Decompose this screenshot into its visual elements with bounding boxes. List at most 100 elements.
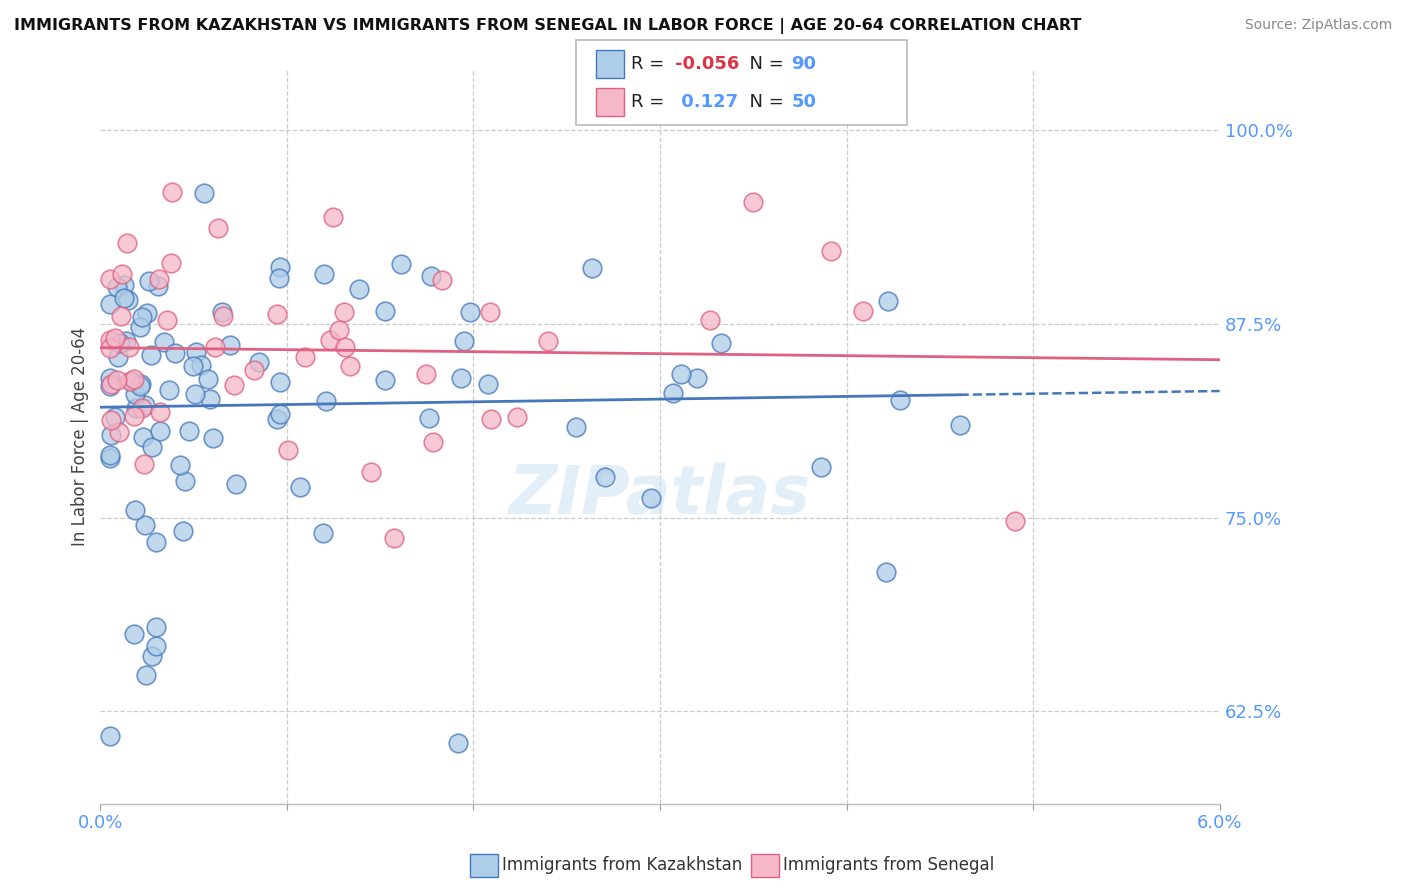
Point	[115, 235, 138, 250]
Point	[662, 386, 685, 401]
Point	[107, 350, 129, 364]
Point	[458, 305, 481, 319]
Point	[360, 465, 382, 479]
Point	[742, 194, 765, 209]
Point	[479, 412, 502, 426]
Point	[172, 524, 194, 538]
Point	[389, 258, 412, 272]
Point	[108, 336, 131, 351]
Point	[640, 491, 662, 505]
Point	[174, 474, 197, 488]
Point	[98, 297, 121, 311]
Text: 90: 90	[792, 55, 817, 73]
Point	[146, 279, 169, 293]
Point	[415, 367, 437, 381]
Point	[249, 354, 271, 368]
Point	[157, 383, 180, 397]
Point	[145, 535, 167, 549]
Point	[141, 649, 163, 664]
Point	[124, 387, 146, 401]
Point	[181, 359, 204, 374]
Point	[179, 424, 201, 438]
Point	[98, 448, 121, 462]
Point	[125, 401, 148, 415]
Point	[118, 340, 141, 354]
Text: N =: N =	[738, 55, 790, 73]
Point	[107, 373, 129, 387]
Point	[277, 443, 299, 458]
Point	[134, 517, 156, 532]
Point	[219, 338, 242, 352]
Text: IMMIGRANTS FROM KAZAKHSTAN VS IMMIGRANTS FROM SENEGAL IN LABOR FORCE | AGE 20-64: IMMIGRANTS FROM KAZAKHSTAN VS IMMIGRANTS…	[14, 18, 1081, 34]
Point	[420, 269, 443, 284]
Point	[710, 335, 733, 350]
Point	[374, 373, 396, 387]
Point	[104, 409, 127, 424]
Point	[335, 340, 357, 354]
Point	[148, 272, 170, 286]
Text: R =: R =	[631, 55, 671, 73]
Text: ZIPatlas: ZIPatlas	[509, 462, 811, 528]
Point	[98, 379, 121, 393]
Point	[889, 392, 911, 407]
Point	[129, 319, 152, 334]
Point	[112, 278, 135, 293]
Point	[98, 272, 121, 286]
Text: 50: 50	[792, 93, 817, 111]
Point	[422, 434, 444, 449]
Point	[124, 409, 146, 424]
Point	[111, 267, 134, 281]
Text: Source: ZipAtlas.com: Source: ZipAtlas.com	[1244, 18, 1392, 32]
Point	[593, 470, 616, 484]
Point	[131, 310, 153, 324]
Point	[333, 305, 356, 319]
Text: 0.127: 0.127	[675, 93, 738, 111]
Point	[565, 419, 588, 434]
Point	[162, 185, 184, 199]
Point	[322, 210, 344, 224]
Point	[266, 412, 288, 426]
Point	[948, 418, 970, 433]
Point	[132, 430, 155, 444]
Point	[202, 431, 225, 445]
Point	[110, 309, 132, 323]
Point	[288, 480, 311, 494]
Point	[198, 392, 221, 407]
Point	[98, 333, 121, 347]
Text: N =: N =	[738, 93, 790, 111]
Point	[98, 341, 121, 355]
Point	[184, 387, 207, 401]
Point	[318, 334, 340, 348]
Point	[430, 273, 453, 287]
Text: -0.056: -0.056	[675, 55, 740, 73]
Point	[269, 375, 291, 389]
Text: R =: R =	[631, 93, 671, 111]
Point	[124, 503, 146, 517]
Point	[477, 377, 499, 392]
Point	[669, 367, 692, 381]
Point	[204, 340, 226, 354]
Point	[211, 305, 233, 319]
Point	[418, 411, 440, 425]
Point	[149, 405, 172, 419]
Text: Immigrants from Senegal: Immigrants from Senegal	[783, 856, 994, 874]
Point	[852, 303, 875, 318]
Point	[314, 268, 336, 282]
Point	[186, 345, 208, 359]
Point	[159, 255, 181, 269]
Point	[243, 363, 266, 377]
Point	[135, 668, 157, 682]
Text: Immigrants from Kazakhstan: Immigrants from Kazakhstan	[502, 856, 742, 874]
Point	[810, 459, 832, 474]
Point	[225, 476, 247, 491]
Point	[374, 304, 396, 318]
Point	[145, 640, 167, 654]
Point	[103, 331, 125, 345]
Point	[312, 525, 335, 540]
Point	[141, 441, 163, 455]
Point	[450, 371, 472, 385]
Point	[269, 271, 291, 285]
Point	[349, 282, 371, 296]
Point	[328, 323, 350, 337]
Point	[581, 260, 603, 275]
